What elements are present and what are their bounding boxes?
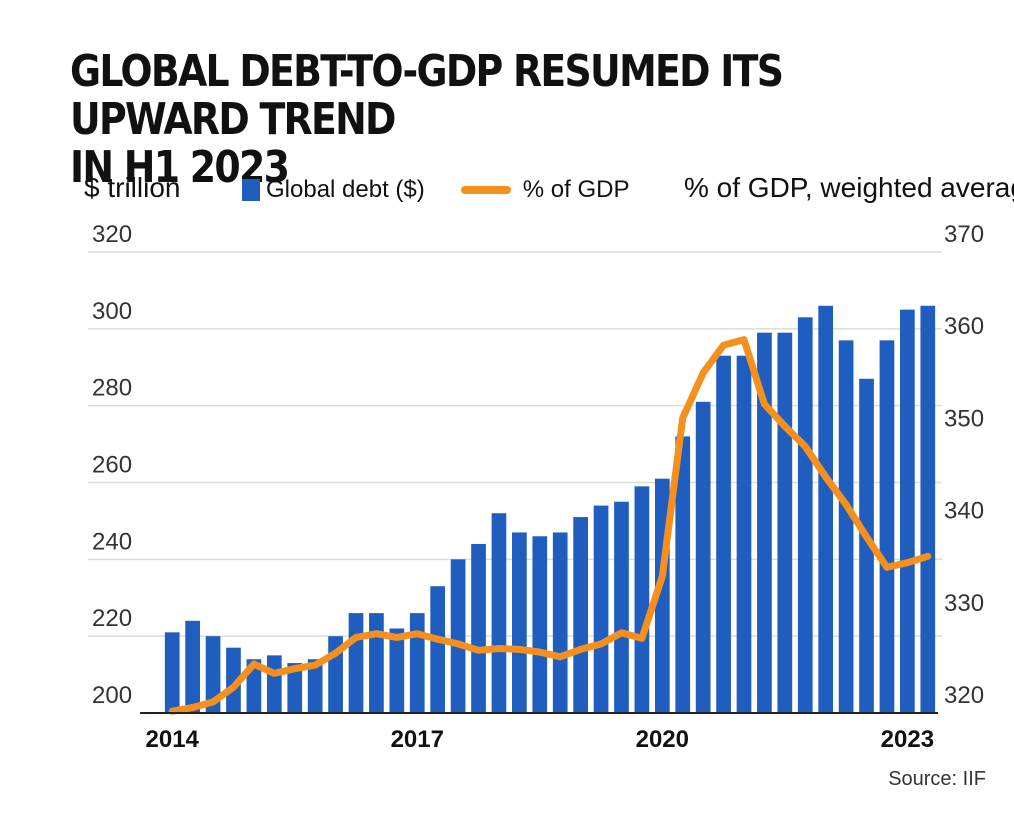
debt-bar bbox=[573, 517, 588, 713]
legend-line-swatch bbox=[460, 186, 511, 194]
debt-bar bbox=[450, 559, 466, 713]
legend: Global debt ($) % of GDP bbox=[242, 176, 629, 204]
debt-bar bbox=[920, 305, 936, 713]
debt-bar bbox=[552, 532, 568, 713]
debt-bar bbox=[634, 486, 650, 713]
right-tick-label: 350 bbox=[944, 405, 984, 432]
left-tick-label: 280 bbox=[92, 375, 132, 402]
left-axis-title: $ trillion bbox=[84, 172, 181, 203]
debt-bar bbox=[348, 613, 364, 713]
right-tick-label: 330 bbox=[944, 590, 984, 617]
right-axis-title: % of GDP, weighted average bbox=[684, 172, 1014, 203]
chart-title-line-1: GLOBAL DEBT-TO-GDP RESUMED ITS UPWARD TR… bbox=[70, 46, 784, 145]
debt-bar bbox=[266, 655, 282, 713]
debt-bar bbox=[757, 332, 772, 713]
right-tick-label: 360 bbox=[944, 313, 984, 340]
debt-bar bbox=[716, 355, 731, 713]
debt-bar bbox=[409, 613, 425, 713]
debt-bar bbox=[512, 532, 527, 713]
debt-bar bbox=[838, 340, 854, 713]
legend-bar-swatch bbox=[242, 179, 260, 201]
left-tick-label: 220 bbox=[92, 605, 132, 632]
x-tick-label: 2014 bbox=[146, 726, 200, 753]
x-tick-label: 2023 bbox=[881, 726, 934, 753]
right-tick-label: 320 bbox=[944, 682, 984, 709]
left-tick-label: 240 bbox=[92, 528, 132, 555]
debt-bar bbox=[818, 305, 834, 713]
debt-bar bbox=[797, 317, 813, 713]
debt-bar bbox=[777, 332, 793, 713]
debt-bar bbox=[471, 543, 486, 713]
debt-bar bbox=[614, 501, 629, 713]
debt-bar bbox=[859, 378, 874, 713]
debt-bar bbox=[900, 309, 915, 713]
debt-bar bbox=[287, 663, 303, 713]
debt-bar bbox=[185, 620, 200, 713]
debt-bar bbox=[593, 505, 609, 713]
chart-title: GLOBAL DEBT-TO-GDP RESUMED ITS UPWARD TR… bbox=[70, 48, 844, 192]
debt-bar bbox=[675, 436, 691, 713]
legend-bar-label: Global debt ($) bbox=[266, 176, 425, 203]
debt-bar bbox=[164, 632, 180, 713]
left-tick-label: 260 bbox=[92, 452, 132, 479]
left-tick-label: 320 bbox=[92, 221, 132, 248]
x-tick-label: 2020 bbox=[636, 726, 689, 753]
debt-bar bbox=[736, 355, 752, 713]
gdp-line-path bbox=[168, 336, 932, 715]
debt-bar bbox=[369, 613, 384, 713]
debt-bar bbox=[491, 513, 507, 713]
debt-bar bbox=[879, 340, 895, 713]
axes: 200 220 240 260 280 300 320 320 330 340 350 360 370 2… bbox=[92, 221, 984, 753]
legend-line-label: % of GDP bbox=[522, 176, 630, 203]
debt-bar bbox=[205, 636, 221, 713]
debt-bar bbox=[226, 647, 241, 713]
right-tick-label: 340 bbox=[944, 498, 984, 525]
left-tick-label: 200 bbox=[92, 682, 132, 709]
debt-bar bbox=[307, 659, 323, 713]
x-tick-label: 2017 bbox=[391, 726, 444, 753]
left-tick-label: 300 bbox=[92, 298, 132, 325]
right-tick-label: 370 bbox=[944, 221, 984, 248]
source-note: Source: IIF bbox=[888, 768, 986, 790]
gdp-line bbox=[168, 336, 932, 715]
debt-bar bbox=[532, 536, 548, 713]
debt-bars bbox=[164, 305, 936, 713]
debt-bar bbox=[695, 401, 711, 713]
debt-bar bbox=[430, 586, 446, 713]
debt-bar bbox=[389, 628, 405, 713]
